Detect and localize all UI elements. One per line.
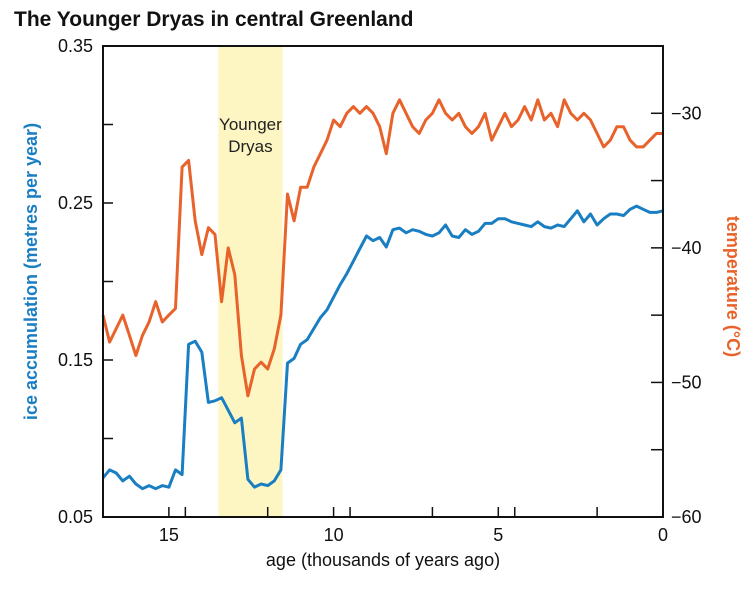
y-right-tick-label: −40: [671, 238, 702, 258]
y-right-tick-label: −60: [671, 507, 702, 527]
x-axis: 15 10 5 0: [159, 507, 668, 545]
younger-dryas-band: [218, 47, 283, 516]
band-label-line1: Younger: [219, 115, 282, 134]
y-left-tick-label: 0.25: [58, 193, 93, 213]
y-axis-right: −60 −50 −40 −30: [651, 103, 702, 527]
chart-title: The Younger Dryas in central Greenland: [14, 8, 414, 31]
band-label-line2: Dryas: [228, 137, 272, 156]
series-line-ice-accumulation: [101, 204, 664, 491]
x-tick-label: 10: [324, 525, 344, 545]
series-line-temperature: [101, 98, 663, 398]
y-right-tick-label: −50: [671, 372, 702, 392]
y-left-tick-label: 0.15: [58, 350, 93, 370]
y-axis-right-label: temperature (°C): [723, 216, 743, 357]
x-tick-label: 0: [658, 525, 668, 545]
x-tick-label: 15: [159, 525, 179, 545]
y-axis-left-label: ice accumulation (metres per year): [21, 123, 41, 420]
x-axis-label: age (thousands of years ago): [266, 550, 500, 570]
y-axis-left: 0.05 0.15 0.25 0.35: [58, 36, 113, 527]
y-right-tick-label: −30: [671, 103, 702, 123]
y-left-tick-label: 0.35: [58, 36, 93, 56]
x-tick-label: 5: [493, 525, 503, 545]
y-left-tick-label: 0.05: [58, 507, 93, 527]
